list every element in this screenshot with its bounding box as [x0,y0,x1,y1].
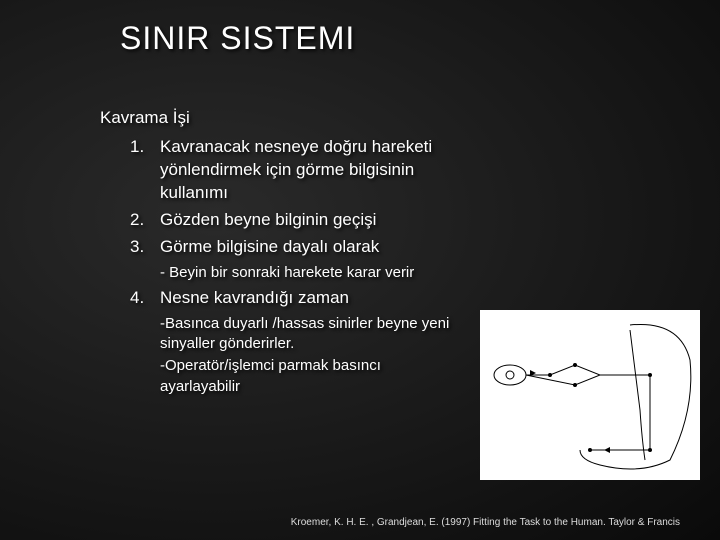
list-number: 4. [130,287,160,310]
content-block: Kavrama İşi 1. Kavranacak nesneye doğru … [100,107,460,397]
nervous-system-diagram [480,310,700,480]
sub-line: -Basınca duyarlı /hassas sinirler beyne … [160,314,460,355]
citation-text: Kroemer, K. H. E. , Grandjean, E. (1997)… [291,517,680,528]
numbered-list: 1. Kavranacak nesneye doğru hareketi yön… [130,136,460,259]
list-text: Gözden beyne bilginin geçişi [160,209,460,232]
slide-title: SINIR SISTEMI [120,20,660,57]
sub-line: -Operatör/işlemci parmak basıncı ayarlay… [160,356,460,397]
numbered-list-continued: 4. Nesne kavrandığı zaman [130,287,460,310]
list-text: Nesne kavrandığı zaman [160,287,460,310]
sub-block: -Basınca duyarlı /hassas sinirler beyne … [160,314,460,397]
list-item: 1. Kavranacak nesneye doğru hareketi yön… [130,136,460,205]
list-text: Kavranacak nesneye doğru hareketi yönlen… [160,136,460,205]
list-item: 2. Gözden beyne bilginin geçişi [130,209,460,232]
list-number: 3. [130,236,160,259]
sub-bullet: - Beyin bir sonraki harekete karar verir [160,263,460,283]
list-item: 3. Görme bilgisine dayalı olarak [130,236,460,259]
list-number: 1. [130,136,160,205]
list-text: Görme bilgisine dayalı olarak [160,236,460,259]
list-number: 2. [130,209,160,232]
subtitle: Kavrama İşi [100,107,460,130]
list-item: 4. Nesne kavrandığı zaman [130,287,460,310]
slide: SINIR SISTEMI Kavrama İşi 1. Kavranacak … [0,0,720,540]
